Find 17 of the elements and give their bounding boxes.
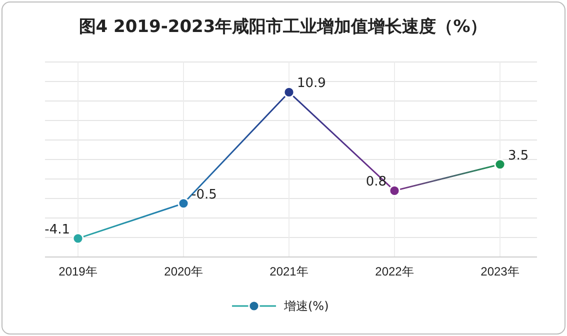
point xyxy=(72,232,84,244)
point xyxy=(388,184,400,196)
point xyxy=(178,198,190,210)
data-label: -0.5 xyxy=(192,187,217,202)
point xyxy=(494,158,506,170)
x-tick-label: 2021年 xyxy=(270,264,308,279)
data-label: -4.1 xyxy=(44,222,70,238)
x-tick-label: 2019年 xyxy=(58,264,98,279)
point xyxy=(283,86,295,98)
x-tick-label: 2023年 xyxy=(480,264,520,279)
data-label: 0.8 xyxy=(366,174,386,190)
x-tick-label: 2022年 xyxy=(375,264,414,279)
data-label: 3.5 xyxy=(508,148,529,164)
x-tick-label: 2020年 xyxy=(164,264,203,279)
legend-label: 增速(%) xyxy=(283,299,329,313)
data-label: 10.9 xyxy=(297,76,326,92)
chart-title: 图4 2019-2023年咸阳市工业增加值增长速度（%） xyxy=(78,17,488,37)
